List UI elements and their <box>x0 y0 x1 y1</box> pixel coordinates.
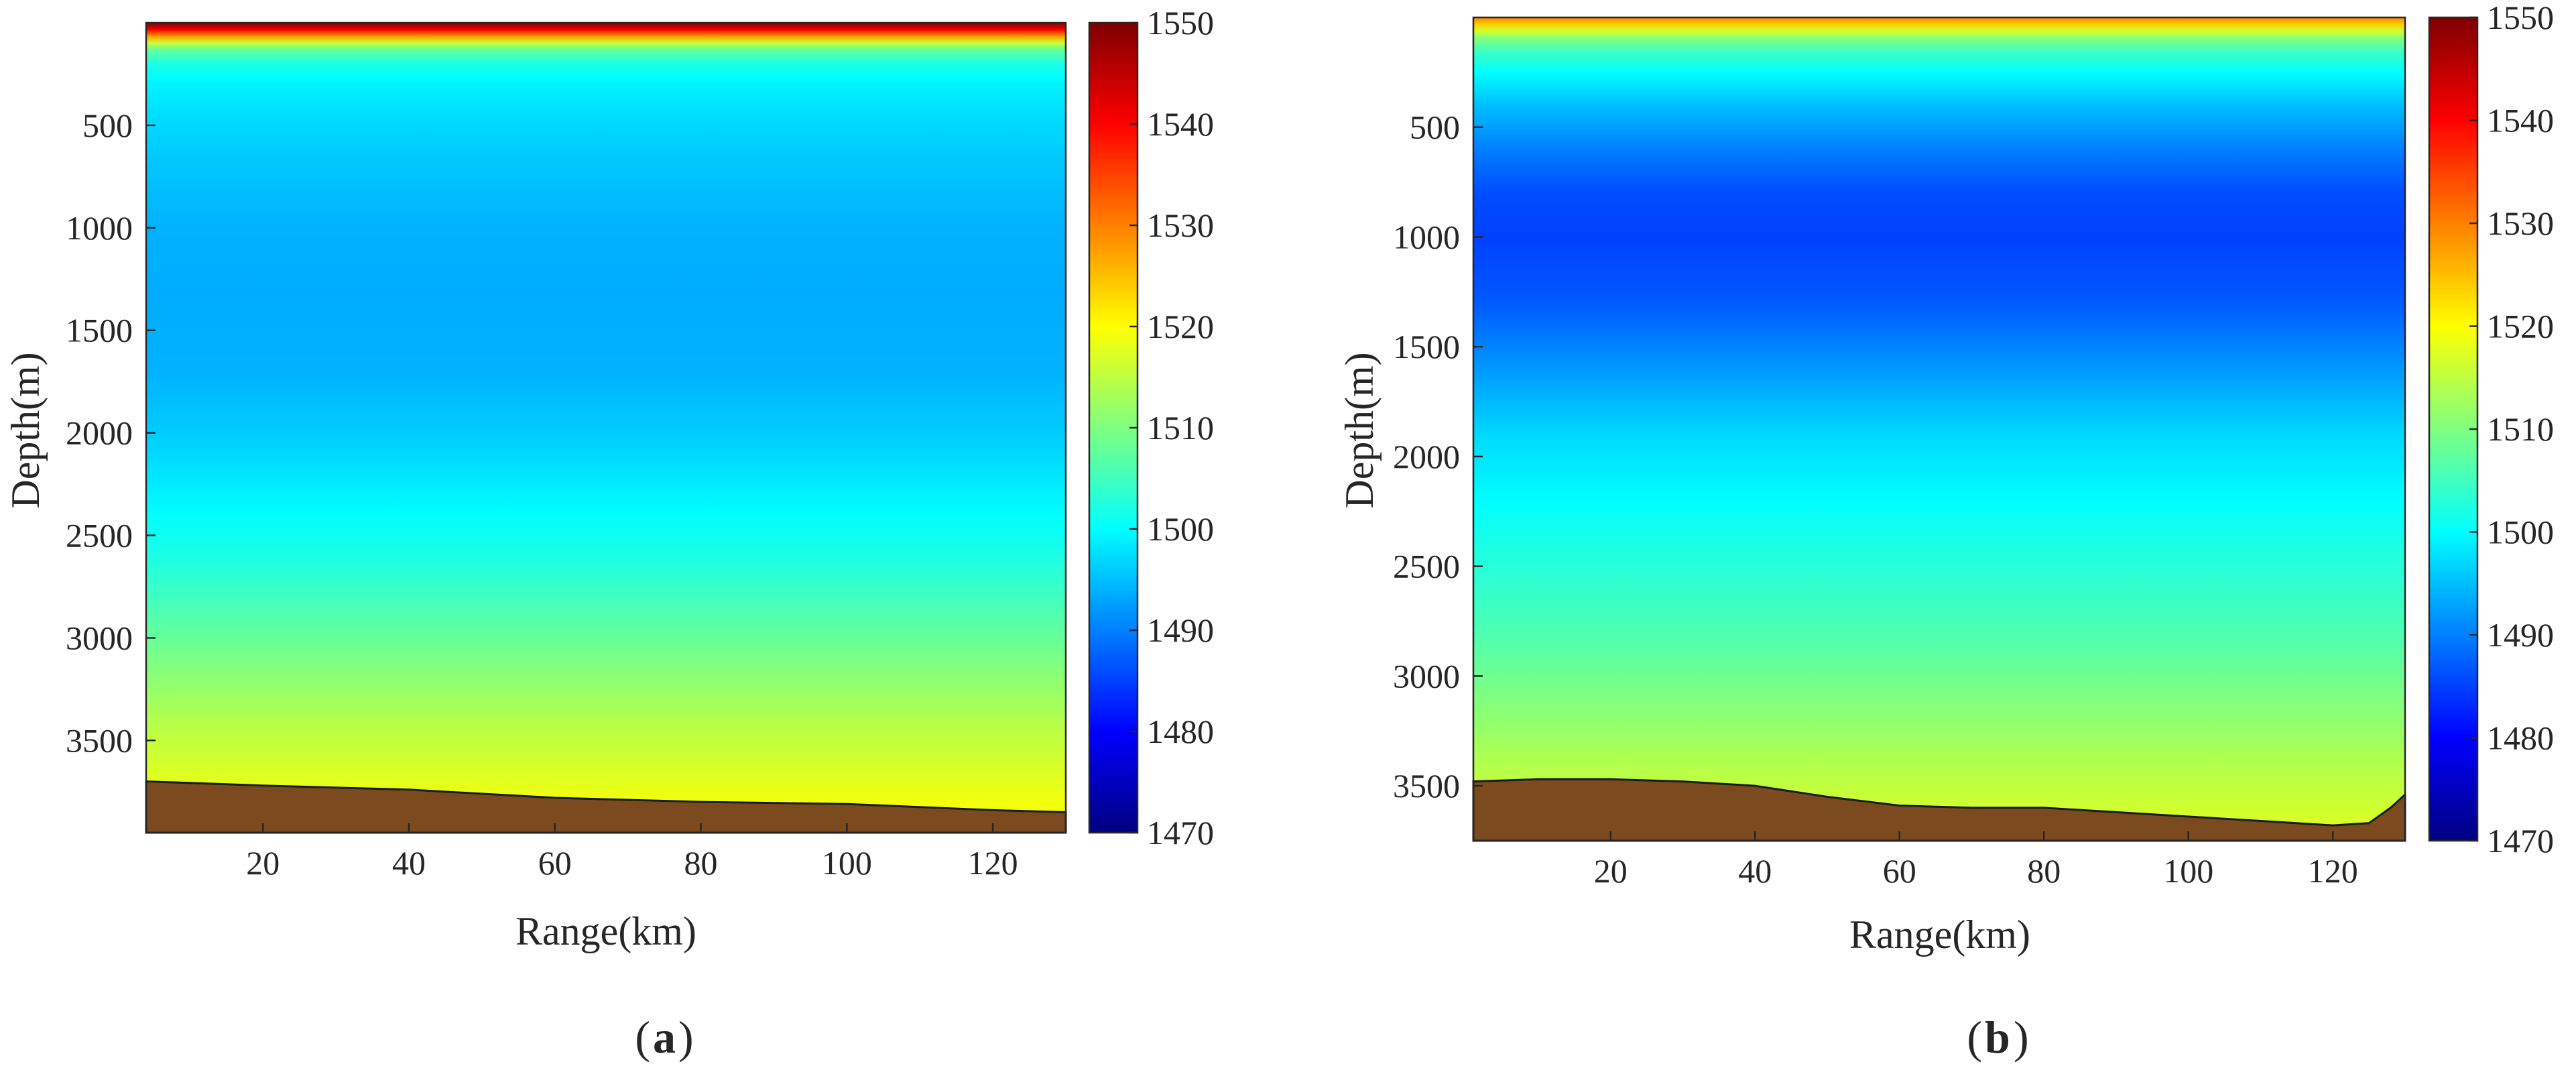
plot-area-a <box>145 21 1067 834</box>
seabed <box>1472 778 2406 842</box>
panel-b: 20 40 60 80 100 120 500 1000 1500 2000 2500 3000 35… <box>1337 0 2554 1063</box>
panel-label-a: a <box>653 1012 676 1063</box>
y-axis-label-a: Depth(m) <box>3 352 48 508</box>
y-tick-label: 2000 <box>66 414 133 452</box>
colorbar-tick-label: 1510 <box>2487 410 2554 448</box>
colorbar-tick-label: 1500 <box>2487 514 2554 551</box>
panel-label-b: b <box>1985 1012 2010 1063</box>
svg-text:(: ( <box>1967 1012 1982 1063</box>
axes-frame <box>145 21 1067 834</box>
y-tick-label: 1000 <box>66 209 133 247</box>
y-axis-label-b: Depth(m) <box>1337 352 1382 508</box>
x-axis-label-a: Range(km) <box>515 909 696 953</box>
x-tick-label: 120 <box>968 844 1018 882</box>
colorbar-tick-label: 1490 <box>1147 611 1214 649</box>
y-tick-label: 500 <box>1410 109 1460 146</box>
colorbar-tick-label: 1530 <box>2487 204 2554 242</box>
x-tick-label: 40 <box>392 844 426 882</box>
colorbar-tick-label: 1520 <box>1147 308 1214 345</box>
y-tick-label: 1000 <box>1393 218 1460 255</box>
y-ticks-b: 500 1000 1500 2000 2500 3000 3500 <box>1393 109 1483 805</box>
x-tick-label: 20 <box>1594 852 1628 890</box>
colorbar-tick-label: 1490 <box>2487 616 2554 654</box>
x-tick-label: 80 <box>2027 852 2061 890</box>
x-tick-label: 60 <box>538 844 572 882</box>
x-tick-label: 60 <box>1883 852 1916 890</box>
svg-text:): ) <box>2014 1012 2029 1063</box>
sound-speed-field <box>1473 17 2405 841</box>
axes-frame <box>1472 16 2406 842</box>
x-tick-label: 100 <box>2163 852 2213 890</box>
y-tick-label: 3500 <box>66 721 133 759</box>
y-tick-label: 2500 <box>1393 548 1460 585</box>
x-tick-label: 80 <box>684 844 718 882</box>
colorbar-tick-label: 1480 <box>1147 713 1214 750</box>
panel-caption-b: ( b ) <box>1967 1012 2028 1063</box>
colorbar-tick-label: 1540 <box>1147 105 1214 143</box>
colorbar-tick-label: 1520 <box>2487 308 2554 345</box>
colorbar-ticks-b: 1470 1480 1490 1500 1510 1520 1530 1540 1550 <box>2469 0 2554 859</box>
y-tick-label: 3500 <box>1393 767 1460 805</box>
colorbar-tick-label: 1550 <box>1147 4 1214 42</box>
svg-text:): ) <box>678 1012 694 1063</box>
x-tick-label: 100 <box>822 844 872 882</box>
x-tick-label: 20 <box>246 844 280 882</box>
colorbar-tick-label: 1470 <box>1147 814 1214 851</box>
colorbar-tick-label: 1550 <box>2487 0 2554 36</box>
svg-text:(: ( <box>635 1012 650 1063</box>
x-axis-label-b: Range(km) <box>1849 912 2030 957</box>
x-tick-label: 40 <box>1738 852 1772 890</box>
y-tick-label: 3000 <box>66 619 133 656</box>
y-tick-label: 2000 <box>1393 438 1460 475</box>
plot-area-b <box>1472 16 2406 842</box>
x-tick-label: 120 <box>2308 852 2358 890</box>
colorbar-tick-label: 1530 <box>1147 206 1214 244</box>
y-tick-label: 3000 <box>1393 657 1460 695</box>
colorbar-tick-label: 1540 <box>2487 102 2554 139</box>
colorbar-ticks-a: 1470 1480 1490 1500 1510 1520 1530 1540 1550 <box>1129 4 1214 851</box>
y-tick-label: 2500 <box>66 517 133 554</box>
panel-caption-a: ( a ) <box>635 1012 693 1063</box>
panel-a: 20 40 60 80 100 120 500 1000 1500 2000 2500 3000 35… <box>3 4 1214 1063</box>
sound-speed-field <box>146 23 1066 833</box>
colorbar-tick-label: 1500 <box>1147 510 1214 548</box>
y-tick-label: 1500 <box>66 312 133 349</box>
y-tick-label: 1500 <box>1393 328 1460 365</box>
y-tick-label: 500 <box>82 107 133 144</box>
y-ticks-a: 500 1000 1500 2000 2500 3000 3500 <box>66 107 156 759</box>
colorbar-tick-label: 1470 <box>2487 822 2554 859</box>
x-ticks-a: 20 40 60 80 100 120 <box>246 823 1018 882</box>
x-ticks-b: 20 40 60 80 100 120 <box>1594 831 2358 890</box>
colorbar-tick-label: 1480 <box>2487 719 2554 757</box>
colorbar-tick-label: 1510 <box>1147 409 1214 447</box>
